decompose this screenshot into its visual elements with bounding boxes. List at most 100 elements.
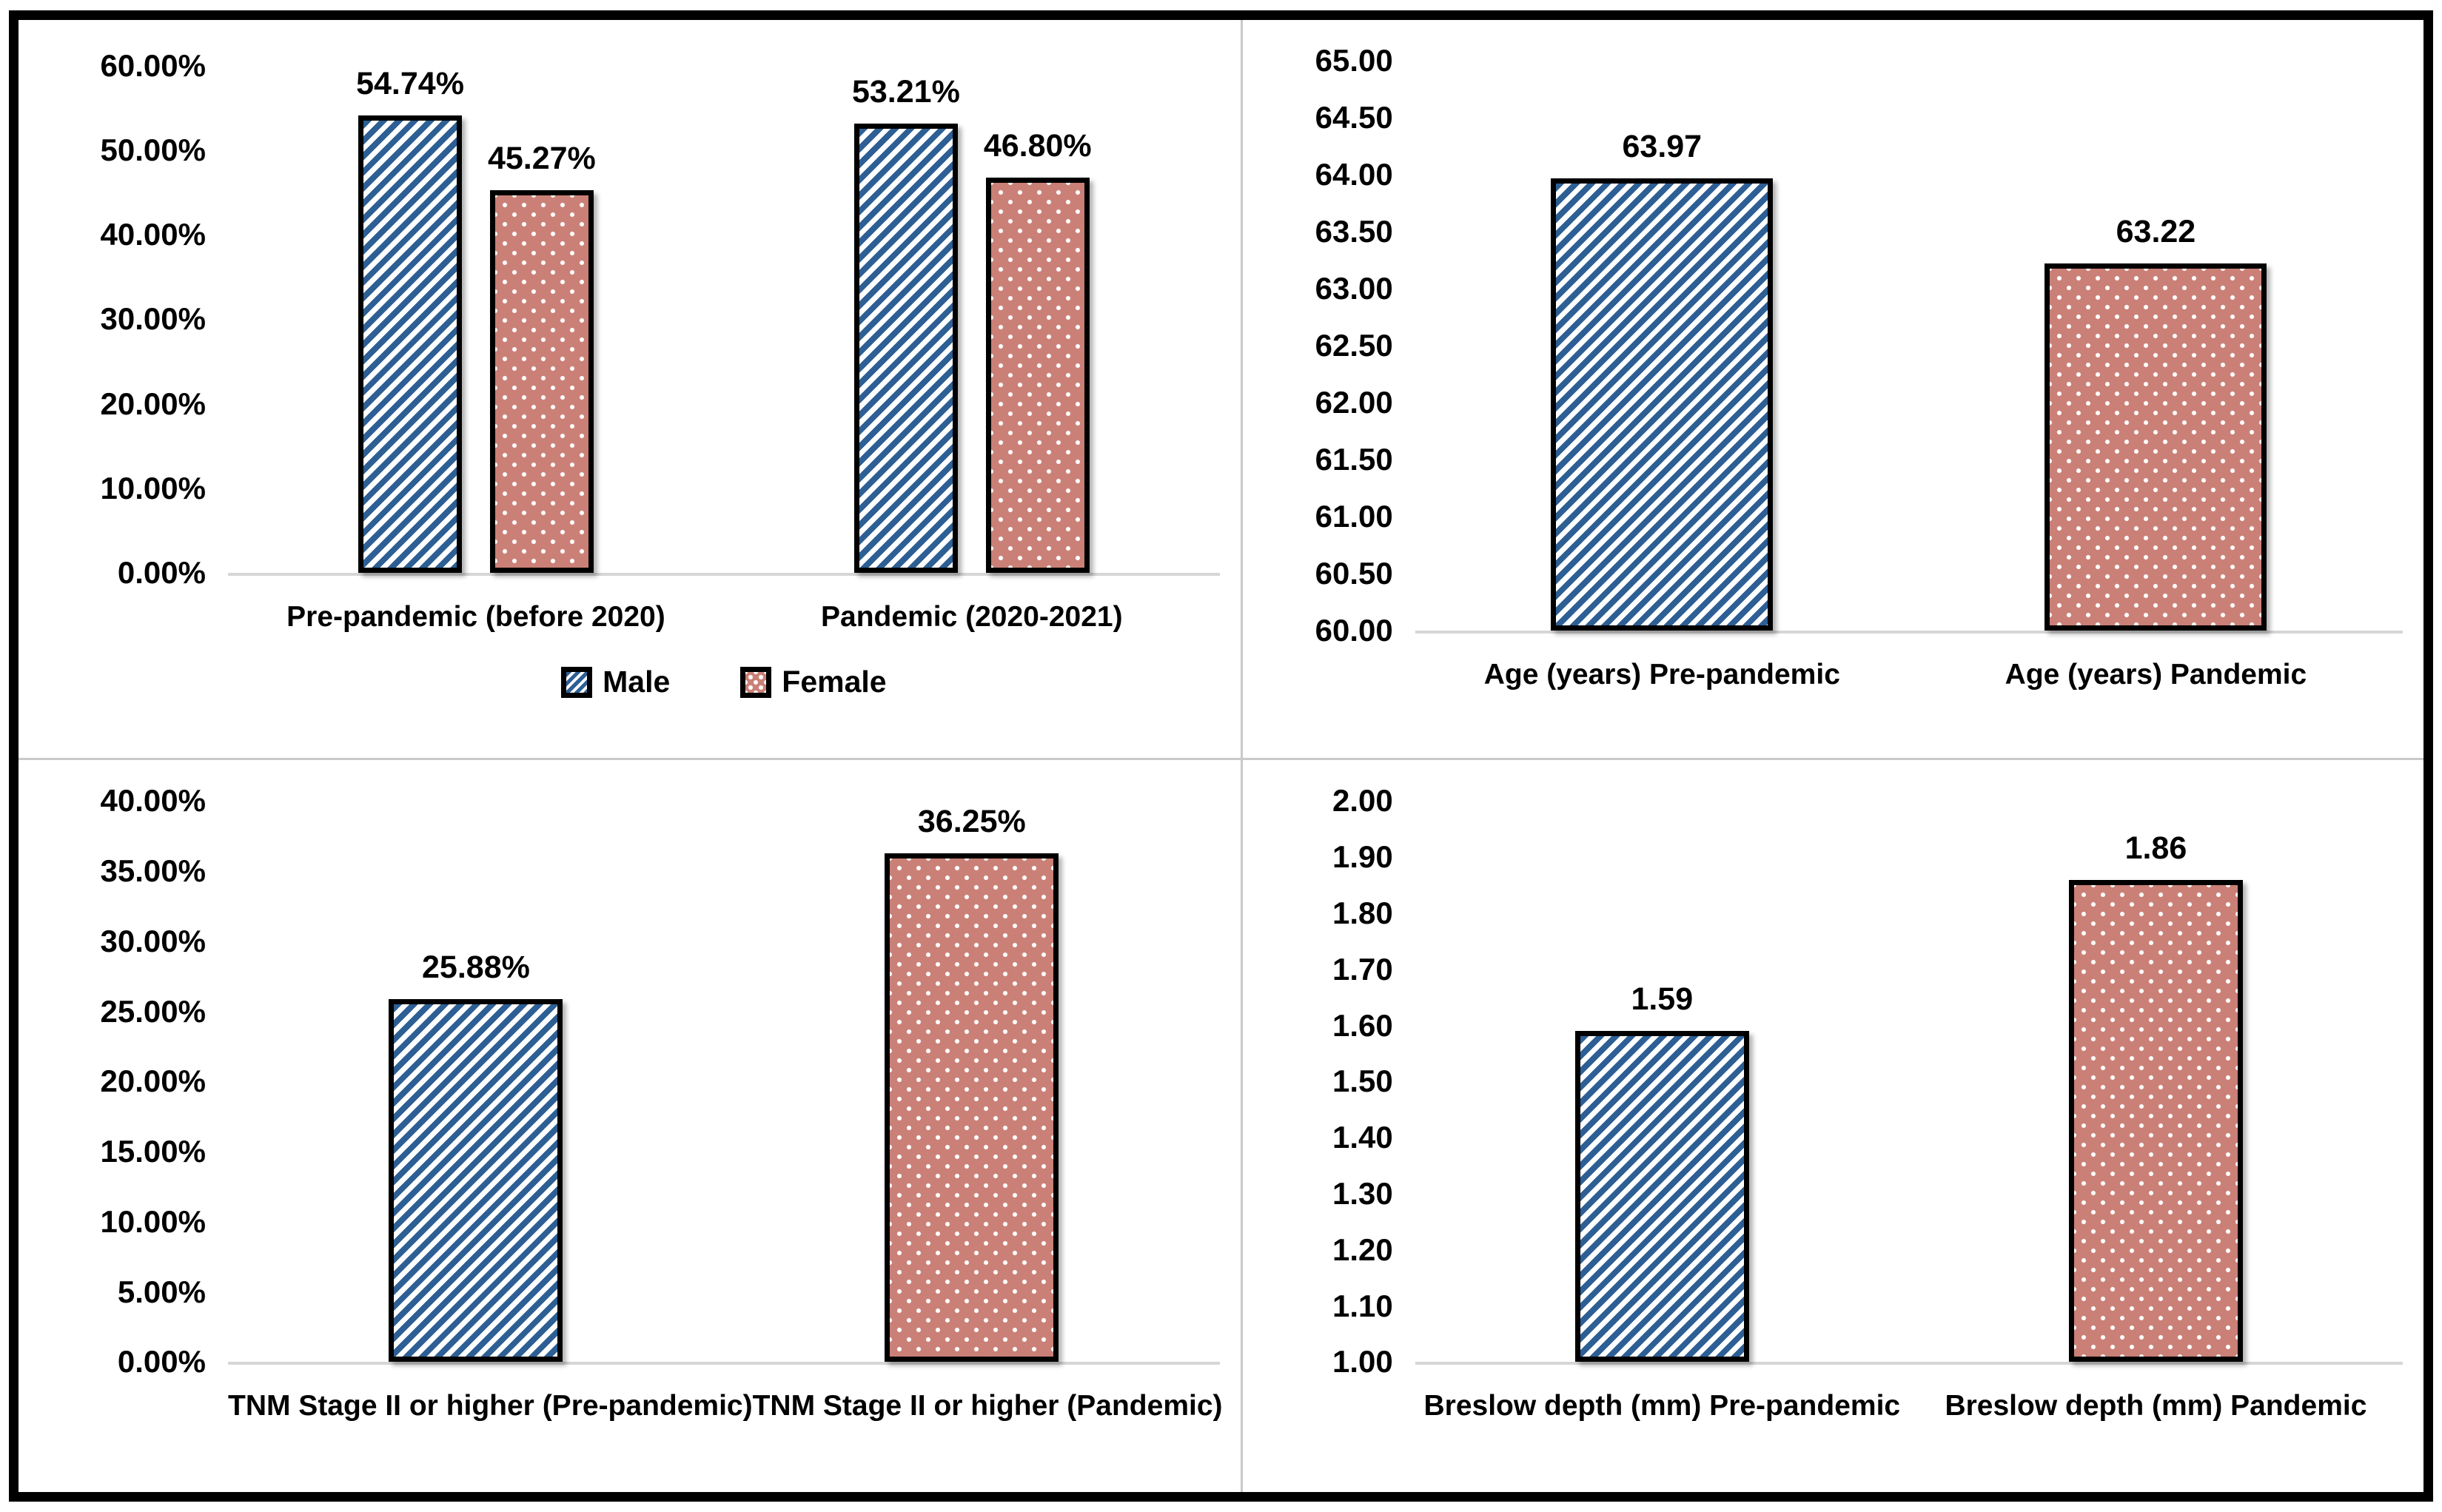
legend-item-female: Female <box>740 665 887 699</box>
category-group: 36.25% <box>724 801 1220 1363</box>
category-label: Breslow depth (mm) Pandemic <box>1945 1390 2367 1422</box>
y-tick-label: 0.00% <box>117 1344 206 1380</box>
y-tick-label: 30.00% <box>100 923 206 958</box>
y-axis: 60.00% 50.00% 40.00% 30.00% 20.00% 10.00% 0.00… <box>39 50 228 588</box>
y-tick-label: 60.00% <box>100 48 206 83</box>
y-tick-label: 5.00% <box>117 1274 206 1309</box>
plot-area: 54.74% 45.27% 53.21% 46.80% <box>228 66 1220 576</box>
chart-panel-breslow-depth: 2.00 1.90 1.80 1.70 1.60 1.50 1.40 1.30 1.20 1.10… <box>1243 760 2423 1492</box>
bar-hatch <box>853 123 958 573</box>
bar-value-label: 54.74% <box>356 66 464 101</box>
bar-dots <box>985 177 1090 573</box>
category-label: TNM Stage II or higher (Pre-pandemic) <box>228 1390 753 1422</box>
bar-value-label: 1.59 <box>1631 981 1694 1018</box>
bar-column: 1.86 <box>2068 801 2243 1363</box>
y-axis: 2.00 1.90 1.80 1.70 1.60 1.50 1.40 1.30 1.20 1.10… <box>1264 785 1415 1377</box>
y-tick-label: 65.00 <box>1315 43 1393 78</box>
y-tick-label: 62.50 <box>1315 328 1393 363</box>
bar-hatch <box>358 115 463 573</box>
plot-area: 63.97 63.22 <box>1415 61 2403 634</box>
y-axis: 40.00% 35.00% 30.00% 25.00% 20.00% 15.00% 10.0… <box>39 785 228 1377</box>
bar-value-label: 46.80% <box>983 127 1092 164</box>
y-tick-label: 1.50 <box>1332 1064 1393 1099</box>
category-label: Age (years) Pre-pandemic <box>1483 659 1840 691</box>
y-tick-label: 1.10 <box>1332 1288 1393 1323</box>
y-tick-label: 15.00% <box>100 1134 206 1169</box>
y-tick-label: 50.00% <box>100 132 206 168</box>
chart-area: 40.00% 35.00% 30.00% 25.00% 20.00% 15.00% 10.0… <box>39 785 1220 1377</box>
category-group: 54.74% 45.27% <box>228 66 724 573</box>
bar-column: 45.27% <box>488 66 596 573</box>
legend-item-male: Male <box>561 665 670 699</box>
y-tick-label: 0.00% <box>117 554 206 590</box>
y-tick-label: 1.30 <box>1332 1176 1393 1212</box>
four-panel-bar-chart-figure: 60.00% 50.00% 40.00% 30.00% 20.00% 10.00% 0.00… <box>9 10 2433 1502</box>
y-tick-label: 61.00 <box>1315 499 1393 534</box>
y-tick-label: 61.50 <box>1315 442 1393 477</box>
bar-column: 53.21% <box>852 66 960 573</box>
legend: Male Female <box>228 665 1220 699</box>
y-tick-label: 20.00% <box>100 1064 206 1099</box>
bar-column: 63.22 <box>2044 61 2267 631</box>
bar-value-label: 36.25% <box>917 804 1026 840</box>
y-tick-label: 35.00% <box>100 853 206 889</box>
y-axis: 65.00 64.50 64.00 63.50 63.00 62.50 62.00 61.50… <box>1264 45 1415 646</box>
y-tick-label: 63.00 <box>1315 271 1393 306</box>
category-label: Age (years) Pandemic <box>2005 659 2307 691</box>
y-tick-label: 1.70 <box>1332 951 1393 987</box>
y-tick-label: 20.00% <box>100 386 206 421</box>
y-tick-label: 64.00 <box>1315 157 1393 192</box>
bar-value-label: 1.86 <box>2124 830 2187 866</box>
y-tick-label: 64.50 <box>1315 100 1393 135</box>
x-axis-labels: Age (years) Pre-pandemic Age (years) Pand… <box>1415 659 2403 691</box>
y-tick-label: 2.00 <box>1332 783 1393 819</box>
bar-dots <box>2044 263 2267 631</box>
y-tick-label: 30.00% <box>100 301 206 337</box>
bar-value-label: 63.97 <box>1622 128 1703 164</box>
category-group: 1.59 <box>1415 801 1909 1363</box>
y-tick-label: 62.00 <box>1315 385 1393 420</box>
bar-column: 63.97 <box>1551 61 1774 631</box>
y-tick-label: 1.40 <box>1332 1120 1393 1155</box>
category-group: 63.22 <box>1909 61 2403 631</box>
y-tick-label: 1.90 <box>1332 839 1393 875</box>
category-group: 63.97 <box>1415 61 1909 631</box>
chart-area: 65.00 64.50 64.00 63.50 63.00 62.50 62.00 61.50… <box>1264 45 2403 646</box>
dots-swatch-icon <box>740 666 772 698</box>
category-label: TNM Stage II or higher (Pandemic) <box>752 1390 1223 1422</box>
plot-area: 25.88% 36.25% <box>228 801 1220 1365</box>
y-tick-label: 1.00 <box>1332 1344 1393 1380</box>
category-label: Breslow depth (mm) Pre-pandemic <box>1423 1390 1901 1422</box>
x-axis-labels: TNM Stage II or higher (Pre-pandemic) TNM… <box>228 1390 1223 1422</box>
bar-column: 25.88% <box>389 801 563 1363</box>
bar-hatch <box>1551 178 1774 631</box>
bar-column: 36.25% <box>885 801 1059 1363</box>
y-tick-label: 25.00% <box>100 993 206 1029</box>
chart-panel-gender-distribution: 60.00% 50.00% 40.00% 30.00% 20.00% 10.00% 0.00… <box>19 20 1243 761</box>
bar-hatch <box>389 999 563 1363</box>
bar-column: 1.59 <box>1574 801 1749 1363</box>
y-tick-label: 63.50 <box>1315 214 1393 249</box>
y-tick-label: 10.00% <box>100 1203 206 1239</box>
bar-value-label: 63.22 <box>2116 214 2196 250</box>
chart-panel-mean-age: 65.00 64.50 64.00 63.50 63.00 62.50 62.00 61.50… <box>1242 20 2423 761</box>
x-axis-labels: Breslow depth (mm) Pre-pandemic Breslow d… <box>1415 1390 2403 1422</box>
legend-label: Female <box>782 665 887 699</box>
category-group: 53.21% 46.80% <box>724 66 1220 573</box>
hatch-swatch-icon <box>561 666 593 698</box>
bar-value-label: 53.21% <box>851 73 960 110</box>
chart-area: 60.00% 50.00% 40.00% 30.00% 20.00% 10.00% 0.00… <box>39 50 1220 588</box>
category-group: 1.86 <box>1909 801 2403 1363</box>
chart-panel-tnm-stage: 40.00% 35.00% 30.00% 25.00% 20.00% 15.00% 10.0… <box>19 760 1243 1492</box>
bar-value-label: 25.88% <box>422 950 530 986</box>
plot-area: 1.59 1.86 <box>1415 801 2403 1365</box>
y-tick-label: 1.80 <box>1332 896 1393 931</box>
y-tick-label: 60.50 <box>1315 556 1393 591</box>
chart-area: 2.00 1.90 1.80 1.70 1.60 1.50 1.40 1.30 1.20 1.10… <box>1264 785 2403 1377</box>
category-label: Pandemic (2020-2021) <box>821 601 1123 633</box>
y-tick-label: 1.60 <box>1332 1007 1393 1043</box>
bar-column: 46.80% <box>984 66 1092 573</box>
category-group: 25.88% <box>228 801 724 1363</box>
bar-column: 54.74% <box>356 66 464 573</box>
bar-dots <box>2068 879 2243 1363</box>
